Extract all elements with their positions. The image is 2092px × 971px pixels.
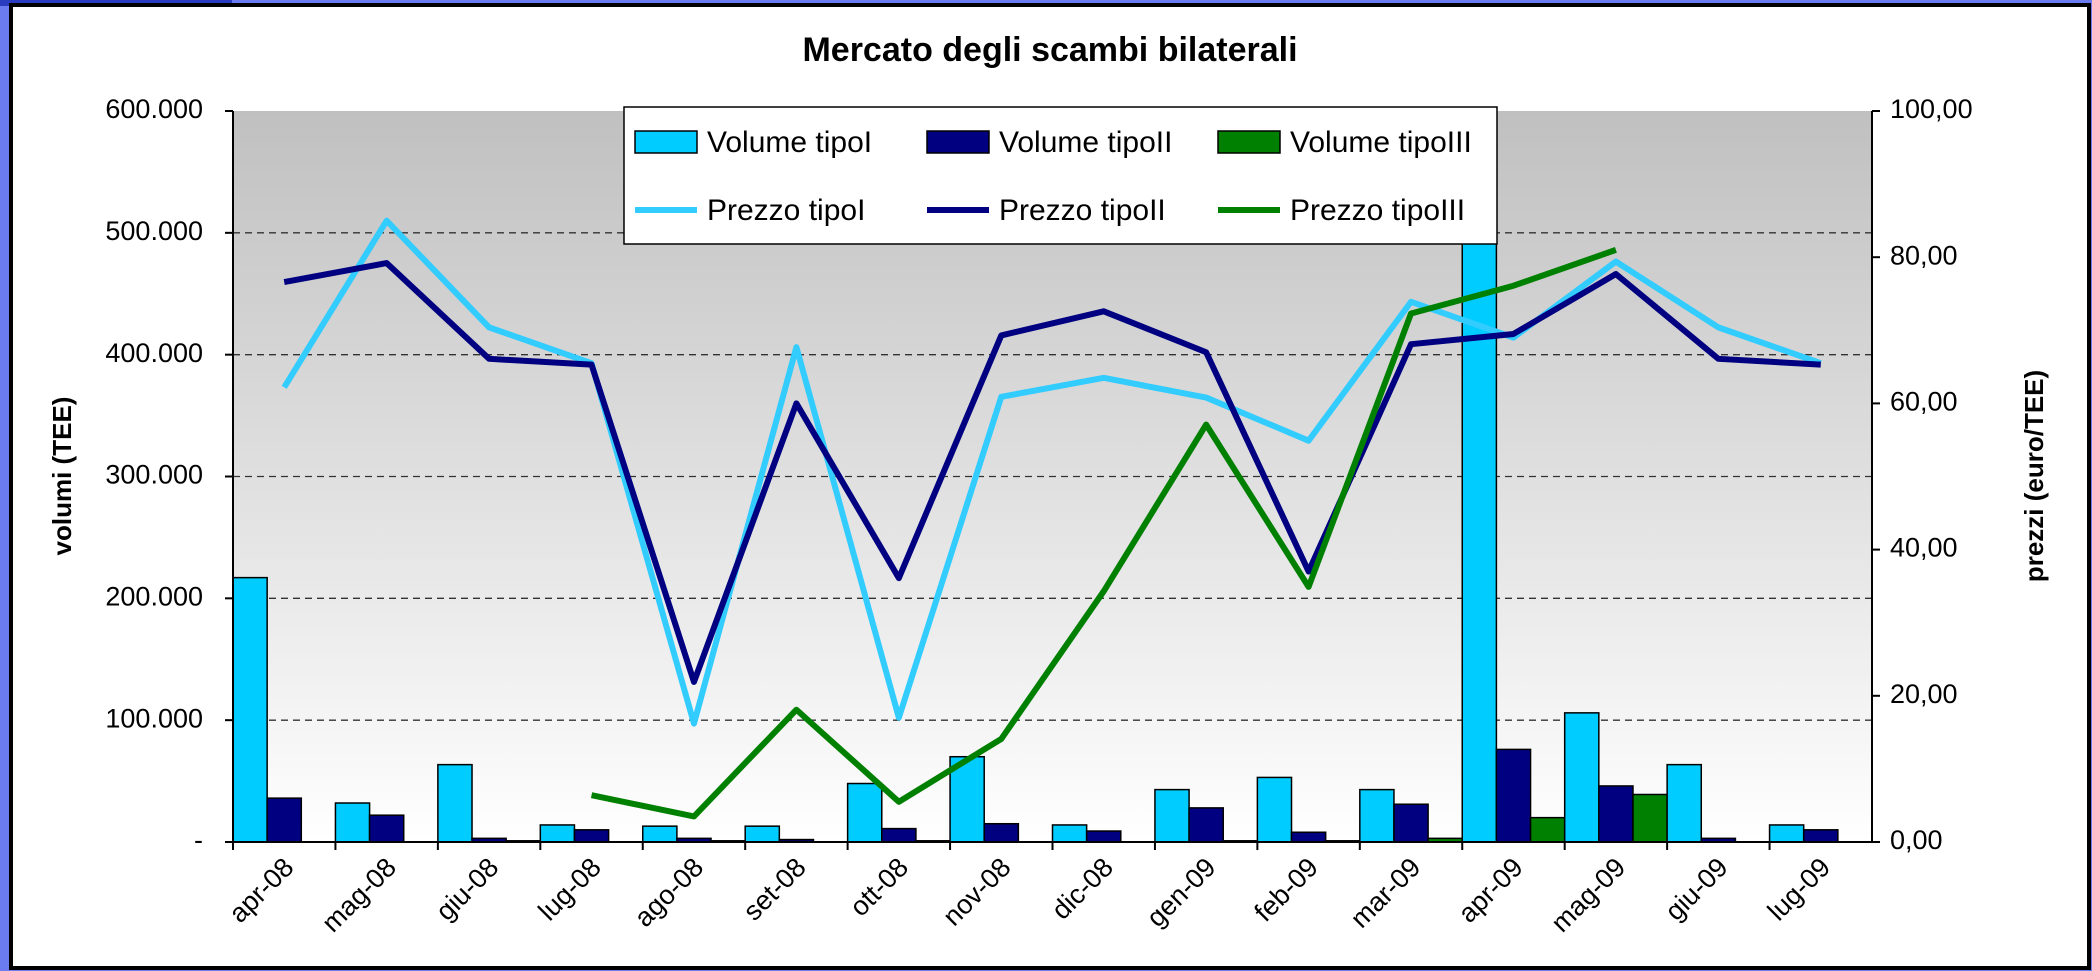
y-tick-label: 600.000 (105, 94, 203, 124)
bar (573, 829, 610, 843)
legend-swatch (634, 130, 698, 154)
bar (334, 802, 371, 843)
legend-label: Prezzo tipoII (999, 194, 1166, 227)
y-axis-title: volumi (TEE) (47, 397, 77, 556)
y-tick-label: 300.000 (105, 460, 203, 490)
bar (1598, 785, 1634, 843)
bar (881, 827, 917, 843)
legend-label: Volume tipoIII (1290, 126, 1472, 159)
bar (1154, 788, 1190, 843)
y2-tick-label: 80,00 (1890, 240, 1958, 270)
legend: Volume tipoI Volume tipoII Volume tipoIII P… (623, 106, 1498, 245)
y2-tick-label: 100,00 (1890, 94, 1973, 124)
bar (846, 782, 883, 843)
bar (642, 825, 678, 843)
legend-label: Volume tipoII (999, 126, 1172, 159)
bar (1393, 803, 1429, 843)
bar (1632, 793, 1668, 843)
y-tick-label: 100.000 (105, 703, 203, 733)
legend-swatch (1217, 130, 1281, 154)
bar (1461, 222, 1498, 843)
bar (1188, 807, 1224, 843)
bar (1051, 824, 1088, 843)
line (281, 217, 1822, 727)
bar (1290, 831, 1327, 843)
legend-box (623, 106, 1498, 245)
bar (744, 825, 781, 843)
bar (1529, 816, 1566, 843)
bar (1359, 788, 1395, 843)
legend-swatch (926, 130, 990, 154)
y-tick-label: 200.000 (105, 581, 203, 611)
legend-label: Volume tipoI (707, 126, 872, 159)
line (590, 247, 1617, 820)
legend-label: Prezzo tipoI (707, 194, 865, 227)
bar (1563, 712, 1600, 843)
y2-tick-label: 60,00 (1890, 387, 1958, 417)
y2-tick-label: 40,00 (1890, 533, 1958, 563)
bar (232, 576, 268, 843)
y-tick-label: 500.000 (105, 216, 203, 246)
y2-tick-label: 0,00 (1890, 825, 1943, 855)
chart-title: Mercato degli scambi bilaterali (802, 31, 1297, 69)
y2-tick-label: 20,00 (1890, 679, 1958, 709)
legend-label: Prezzo tipoIII (1290, 194, 1465, 227)
y-tick-label: - (194, 825, 203, 855)
bar (1085, 830, 1122, 843)
bar (1495, 748, 1532, 843)
y-tick-label: 400.000 (105, 338, 203, 368)
bar (368, 814, 405, 843)
bar (539, 824, 576, 843)
bar (266, 797, 303, 843)
bar (1666, 763, 1703, 843)
y2-axis-title: prezzi (euro/TEE) (2019, 370, 2049, 582)
bar (1256, 776, 1293, 843)
bar (1802, 829, 1839, 843)
bar (437, 763, 473, 843)
bar (1768, 824, 1805, 843)
bar (983, 822, 1020, 843)
line (283, 260, 1821, 685)
